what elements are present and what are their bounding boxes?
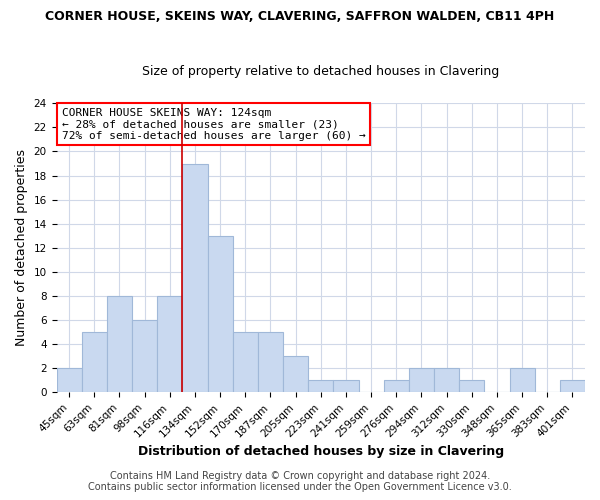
- Bar: [434, 368, 459, 392]
- Bar: [409, 368, 434, 392]
- Bar: [334, 380, 359, 392]
- Text: CORNER HOUSE, SKEINS WAY, CLAVERING, SAFFRON WALDEN, CB11 4PH: CORNER HOUSE, SKEINS WAY, CLAVERING, SAF…: [46, 10, 554, 23]
- Text: Contains HM Land Registry data © Crown copyright and database right 2024.
Contai: Contains HM Land Registry data © Crown c…: [88, 471, 512, 492]
- Bar: [258, 332, 283, 392]
- Bar: [208, 236, 233, 392]
- Bar: [182, 164, 208, 392]
- Y-axis label: Number of detached properties: Number of detached properties: [15, 150, 28, 346]
- Bar: [233, 332, 258, 392]
- X-axis label: Distribution of detached houses by size in Clavering: Distribution of detached houses by size …: [138, 444, 504, 458]
- Bar: [107, 296, 132, 392]
- Bar: [283, 356, 308, 393]
- Bar: [459, 380, 484, 392]
- Bar: [308, 380, 334, 392]
- Bar: [132, 320, 157, 392]
- Text: CORNER HOUSE SKEINS WAY: 124sqm
← 28% of detached houses are smaller (23)
72% of: CORNER HOUSE SKEINS WAY: 124sqm ← 28% of…: [62, 108, 365, 141]
- Bar: [509, 368, 535, 392]
- Bar: [560, 380, 585, 392]
- Bar: [157, 296, 182, 392]
- Bar: [383, 380, 409, 392]
- Bar: [82, 332, 107, 392]
- Title: Size of property relative to detached houses in Clavering: Size of property relative to detached ho…: [142, 66, 499, 78]
- Bar: [56, 368, 82, 392]
